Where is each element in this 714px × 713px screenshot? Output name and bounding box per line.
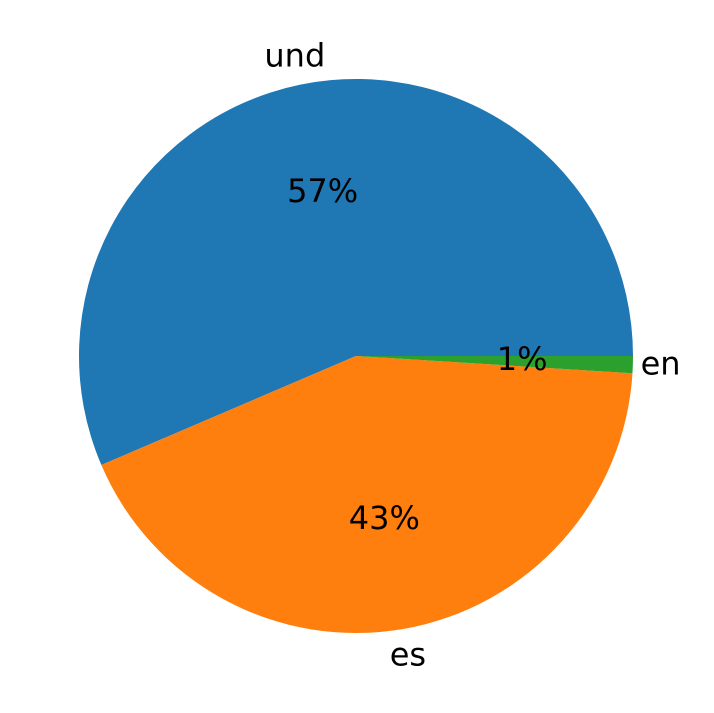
- pie-slice: [101, 356, 633, 634]
- value-label: 1%: [497, 340, 548, 378]
- value-label: 57%: [287, 172, 358, 210]
- pie-slice: [356, 356, 633, 374]
- value-label: 43%: [349, 499, 420, 537]
- slice-label: en: [641, 344, 681, 382]
- pie-slice: [78, 78, 634, 465]
- slice-label: es: [390, 635, 426, 673]
- slice-label: und: [264, 37, 325, 75]
